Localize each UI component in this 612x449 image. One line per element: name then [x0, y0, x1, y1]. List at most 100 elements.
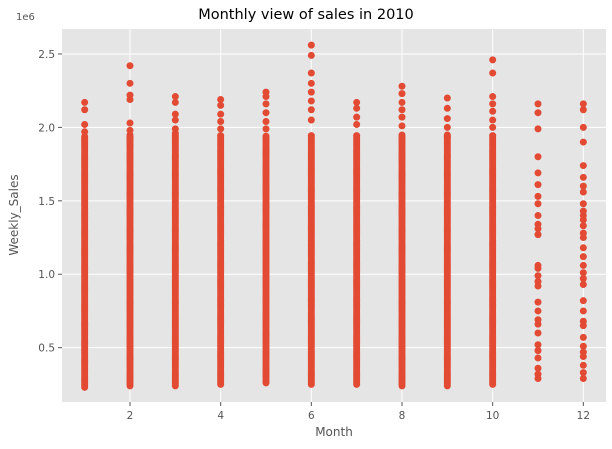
data-point: [217, 110, 225, 118]
data-point: [534, 109, 542, 117]
x-tick-label: 4: [217, 410, 224, 422]
data-point: [579, 369, 587, 377]
y-tick-label: 0.5: [38, 343, 55, 355]
data-point: [534, 320, 542, 328]
data-point: [489, 132, 497, 140]
data-point: [398, 82, 406, 90]
data-point: [353, 113, 361, 121]
data-point: [534, 153, 542, 161]
data-point: [217, 95, 225, 103]
data-point: [579, 244, 587, 252]
data-point: [126, 141, 134, 149]
data-point: [81, 120, 89, 128]
data-point: [307, 88, 315, 96]
data-point: [171, 98, 179, 106]
data-point: [307, 41, 315, 49]
data-point: [126, 126, 134, 134]
data-point: [579, 162, 587, 170]
data-point: [579, 182, 587, 190]
data-point: [534, 354, 542, 362]
data-point: [126, 95, 134, 103]
data-point: [443, 123, 451, 131]
x-tick-label: 2: [127, 410, 134, 422]
data-point: [534, 212, 542, 219]
data-point: [579, 307, 587, 315]
data-point: [353, 98, 361, 106]
x-axis-label: Month: [315, 425, 353, 439]
data-point: [489, 93, 497, 101]
data-point: [534, 375, 542, 383]
y-tick-label: 1.5: [38, 196, 55, 208]
data-point: [579, 123, 587, 131]
data-point: [534, 231, 542, 239]
data-point: [126, 62, 134, 70]
data-point: [579, 261, 587, 269]
data-point: [443, 115, 451, 123]
x-tick-label: 6: [308, 410, 315, 422]
data-point: [579, 322, 587, 330]
data-point: [217, 118, 225, 126]
data-point: [262, 125, 270, 133]
data-point: [398, 106, 406, 114]
data-point: [534, 200, 542, 208]
data-point: [217, 132, 225, 140]
data-point: [262, 132, 270, 140]
data-point: [534, 225, 542, 233]
data-point: [307, 97, 315, 105]
y-tick-label: 1.0: [38, 269, 55, 281]
data-point: [489, 116, 497, 124]
data-point: [579, 100, 587, 108]
data-point: [534, 264, 542, 272]
data-point: [534, 341, 542, 349]
data-point: [353, 120, 361, 128]
data-point: [534, 169, 542, 177]
data-point: [579, 361, 587, 369]
data-point: [81, 128, 89, 136]
y-offset-label: 1e6: [16, 12, 35, 23]
data-point: [307, 51, 315, 59]
data-point: [353, 104, 361, 112]
data-point: [534, 307, 542, 315]
data-point: [579, 138, 587, 146]
data-point: [579, 188, 587, 196]
data-point: [579, 216, 587, 224]
data-point: [398, 122, 406, 130]
data-point: [534, 298, 542, 306]
data-point: [579, 173, 587, 181]
data-point: [171, 110, 179, 118]
data-point: [534, 347, 542, 355]
data-point: [579, 275, 587, 283]
data-point: [398, 131, 406, 139]
data-point: [579, 234, 587, 242]
data-point: [126, 79, 134, 87]
data-point: [534, 329, 542, 337]
data-point: [398, 90, 406, 98]
data-point: [579, 297, 587, 305]
data-point: [579, 222, 587, 230]
data-point: [262, 109, 270, 117]
x-tick-label: 12: [577, 410, 590, 422]
data-point: [171, 116, 179, 124]
data-point: [443, 132, 451, 140]
data-point: [579, 352, 587, 360]
plot-area: [62, 29, 606, 402]
data-point: [579, 200, 587, 208]
data-point: [443, 104, 451, 112]
data-point: [579, 281, 587, 289]
data-point: [398, 98, 406, 106]
data-point: [81, 106, 89, 114]
data-point: [217, 101, 225, 109]
data-point: [579, 106, 587, 114]
data-point: [81, 98, 89, 106]
data-point: [534, 181, 542, 189]
data-point: [534, 192, 542, 200]
data-point: [534, 282, 542, 290]
x-tick-label: 10: [486, 410, 499, 422]
data-point: [307, 132, 315, 140]
data-point: [217, 125, 225, 133]
y-tick-label: 2.0: [38, 122, 55, 134]
data-point: [534, 272, 542, 280]
data-point: [307, 69, 315, 77]
data-point: [489, 56, 497, 64]
